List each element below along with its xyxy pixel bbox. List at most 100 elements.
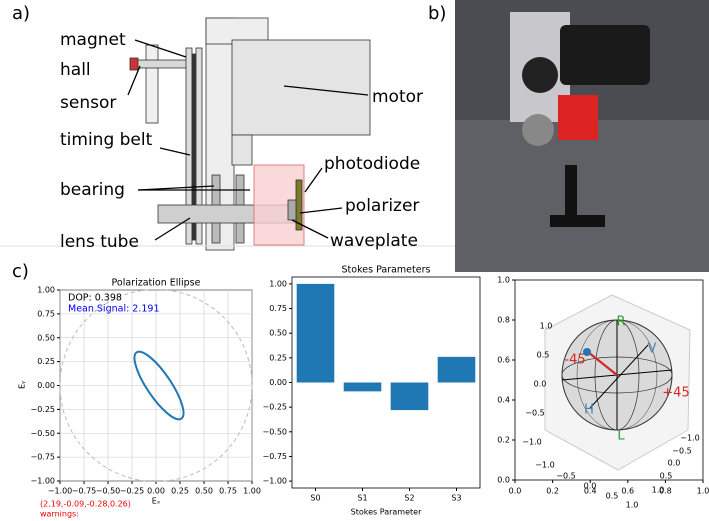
signal-text: Mean Signal: 2.191 xyxy=(68,304,160,315)
waveplate-plate xyxy=(288,200,296,220)
sphere-axis-tick: 1.0 xyxy=(652,486,665,495)
y-tick-label: 0.00 xyxy=(37,381,55,390)
sphere-axis-tick: −0.5 xyxy=(556,472,575,481)
y-tick-label: −0.50 xyxy=(30,429,55,438)
x-tick-label: 0.0 xyxy=(509,487,522,496)
schematic-label: photodiode xyxy=(324,154,420,174)
schematic-label: lens tube xyxy=(60,232,139,252)
leader xyxy=(305,168,322,192)
y-tick-label: −1.00 xyxy=(30,477,55,486)
schematic-label: hall xyxy=(60,60,91,80)
x-tick-label: −0.75 xyxy=(72,487,97,496)
x-tick-label: −1.00 xyxy=(48,487,73,496)
state-label: L xyxy=(617,429,625,444)
state-label: R xyxy=(616,315,625,330)
schematic-label: motor xyxy=(372,87,423,107)
x-tick-label: S2 xyxy=(404,494,414,503)
dop-text: DOP: 0.398 xyxy=(68,293,122,304)
sphere-axis-tick: −1.0 xyxy=(680,434,699,443)
base xyxy=(550,215,605,227)
x-axis-label: Stokes Parameter xyxy=(351,508,422,517)
sphere-axis-tick: −1.0 xyxy=(522,438,541,447)
y-tick-label: 0.00 xyxy=(269,378,287,387)
sphere-axis-tick: 1.0 xyxy=(626,501,639,510)
post xyxy=(565,165,577,220)
schematic xyxy=(130,18,370,250)
leader xyxy=(300,208,342,213)
hall-rod xyxy=(132,60,192,68)
sphere-axis-tick: 0.0 xyxy=(668,459,681,468)
bar xyxy=(344,383,382,392)
hall-sensor xyxy=(130,58,138,70)
x-tick-label: −0.50 xyxy=(96,487,121,496)
leader xyxy=(135,40,186,57)
state-label: H xyxy=(584,403,594,418)
x-tick-label: 0.00 xyxy=(147,487,165,496)
y-tick-label: −1.00 xyxy=(262,477,287,486)
y-axis-label: Eᵧ xyxy=(18,381,27,389)
plot-title: Polarization Ellipse xyxy=(112,278,201,289)
red-housing xyxy=(558,95,598,140)
sphere-axis-tick: 0.5 xyxy=(606,492,619,501)
page: { "panel_labels": ["a)", "b)", "c)"], "s… xyxy=(0,0,709,521)
x-tick-label: 0.25 xyxy=(171,487,189,496)
y-tick-label: 0.75 xyxy=(37,309,55,318)
panel-label: a) xyxy=(12,3,30,24)
y-tick-label: 0.50 xyxy=(269,329,287,338)
schematic-label: timing belt xyxy=(60,130,153,150)
bar xyxy=(297,284,335,383)
schematic-label: waveplate xyxy=(330,231,418,251)
motor xyxy=(560,25,650,85)
motor-mount xyxy=(232,135,252,165)
schematic-label: polarizer xyxy=(345,196,419,216)
x-tick-label: 0.6 xyxy=(621,487,634,496)
y-tick-label: 1.00 xyxy=(269,279,287,288)
x-tick-label: S3 xyxy=(451,494,461,503)
state-label: V xyxy=(648,342,657,357)
leader xyxy=(160,148,190,155)
y-tick-label: 0.50 xyxy=(37,333,55,342)
figure: a) b) c) magnet hall sensor timing belt bearing… xyxy=(0,0,709,521)
sphere-axis-tick: 0.0 xyxy=(534,380,547,389)
y-tick-label: 0.0 xyxy=(497,476,510,485)
y-tick-label: −0.25 xyxy=(262,403,287,412)
pulley-2 xyxy=(522,114,554,146)
schematic-label: sensor xyxy=(60,93,116,113)
sphere-axis-tick: −0.5 xyxy=(672,447,691,456)
y-tick-label: 0.6 xyxy=(497,356,510,365)
state-label: -45 xyxy=(564,353,585,368)
sphere-axis-tick: 1.0 xyxy=(540,322,553,331)
y-tick-label: 1.0 xyxy=(497,276,510,285)
bar xyxy=(438,357,476,383)
panel-label: b) xyxy=(428,3,446,24)
y-tick-label: −0.75 xyxy=(30,453,55,462)
schematic-label: magnet xyxy=(60,30,126,50)
y-tick-label: −0.50 xyxy=(262,427,287,436)
y-tick-label: −0.25 xyxy=(30,405,55,414)
x-tick-label: S0 xyxy=(310,494,320,503)
x-axis-label: Eₓ xyxy=(152,497,161,506)
y-tick-label: 0.4 xyxy=(497,396,510,405)
x-tick-label: 0.75 xyxy=(219,487,237,496)
hall-mount xyxy=(146,45,158,123)
photo xyxy=(455,0,709,272)
x-tick-label: −0.25 xyxy=(120,487,145,496)
y-tick-label: 0.25 xyxy=(37,357,55,366)
x-tick-label: 0.50 xyxy=(195,487,213,496)
x-tick-label: 1.0 xyxy=(697,487,709,496)
y-tick-label: 0.2 xyxy=(497,436,510,445)
x-tick-label: 0.2 xyxy=(546,487,559,496)
breadboard xyxy=(455,120,709,272)
sphere-axis-tick: 0.0 xyxy=(584,482,597,491)
sphere-axis-tick: 0.5 xyxy=(660,472,673,481)
x-tick-label: 1.00 xyxy=(243,487,261,496)
y-tick-label: −0.75 xyxy=(262,452,287,461)
schematic-label: bearing xyxy=(60,180,125,200)
plot-title: Stokes Parameters xyxy=(342,265,431,276)
stokes-text: (2.19,-0.09,-0.28,0.26) xyxy=(40,500,131,509)
y-tick-label: 0.25 xyxy=(269,353,287,362)
y-tick-label: 0.8 xyxy=(497,316,510,325)
y-tick-label: 1.00 xyxy=(37,286,55,295)
panel-label: c) xyxy=(12,261,29,282)
warnings-text: warnings: xyxy=(40,510,79,519)
